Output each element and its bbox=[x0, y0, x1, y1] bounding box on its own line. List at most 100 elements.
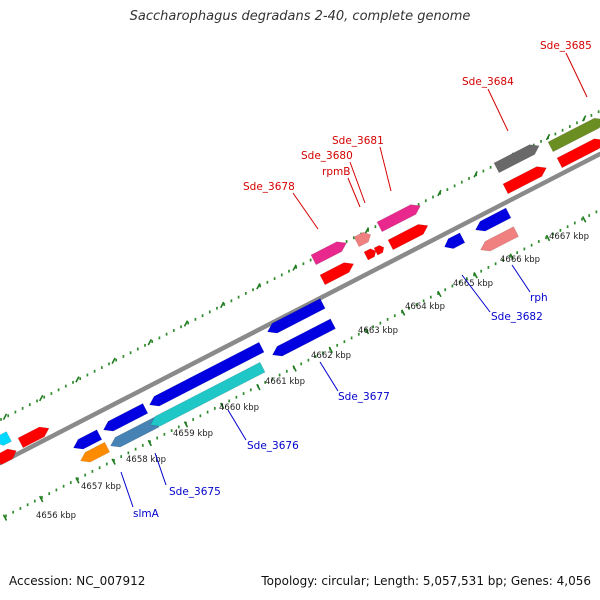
major-tick bbox=[75, 376, 80, 383]
major-tick bbox=[509, 253, 515, 260]
tick-label: 4658 kbp bbox=[126, 455, 166, 465]
tick-label: 4666 kbp bbox=[500, 255, 540, 265]
major-tick bbox=[111, 458, 116, 465]
tick-label: 4659 kbp bbox=[173, 429, 213, 439]
major-tick bbox=[256, 283, 261, 290]
major-tick bbox=[183, 320, 189, 327]
gene-arrow-sde_3680[interactable] bbox=[556, 135, 600, 169]
gene-arrow-sde_3680[interactable] bbox=[373, 244, 386, 256]
label-leader-line bbox=[120, 471, 134, 508]
tick-label: 4663 kbp bbox=[358, 326, 398, 336]
gene-label-slma: slmA bbox=[133, 508, 160, 520]
gene-label-sde_3676: Sde_3676 bbox=[247, 440, 299, 452]
gene-arrow-sde_3677[interactable] bbox=[265, 298, 326, 337]
gene-arrow-sde_3676[interactable] bbox=[0, 431, 12, 448]
label-leader-line bbox=[349, 161, 366, 204]
gene-arrow-sde_3675[interactable] bbox=[108, 416, 160, 451]
major-tick bbox=[328, 346, 334, 354]
gene-features[interactable] bbox=[0, 115, 600, 466]
label-leader-line bbox=[227, 409, 247, 441]
major-tick bbox=[219, 402, 225, 409]
major-tick bbox=[581, 216, 587, 223]
gene-arrow-sde_3680[interactable] bbox=[17, 423, 51, 449]
label-leader-line bbox=[379, 146, 392, 192]
gene-arrow-sde_3676[interactable] bbox=[148, 361, 266, 429]
gene-arrow-sde_3678[interactable] bbox=[310, 238, 349, 266]
gene-label-sde_3685: Sde_3685 bbox=[540, 40, 592, 52]
major-tick bbox=[437, 189, 442, 197]
major-tick bbox=[473, 171, 478, 178]
major-tick bbox=[364, 227, 370, 234]
major-tick bbox=[256, 383, 261, 391]
label-leader-line bbox=[292, 192, 319, 230]
tick-label: 4667 kbp bbox=[549, 232, 589, 242]
major-tick bbox=[292, 365, 297, 372]
major-tick bbox=[473, 272, 478, 279]
major-tick bbox=[219, 301, 225, 309]
gene-arrow-sde_3684[interactable] bbox=[493, 141, 542, 174]
major-tick bbox=[437, 290, 442, 298]
gene-label-sde_3680: Sde_3680 bbox=[301, 150, 353, 162]
major-tick bbox=[147, 338, 153, 346]
label-leader-line bbox=[487, 88, 509, 132]
gene-labels: slmA Sde_3675 Sde_3676 Sde_3677 Sde_3678 rpmB… bbox=[120, 40, 592, 520]
gene-arrow-sde_3677[interactable] bbox=[270, 318, 336, 360]
label-leader-line bbox=[461, 274, 491, 313]
label-leader-line bbox=[565, 52, 588, 98]
gene-arrow-slma[interactable] bbox=[78, 441, 111, 466]
gene-arrow-sde_3680[interactable] bbox=[319, 259, 356, 286]
gene-arrow-sde_3680[interactable] bbox=[363, 247, 378, 261]
gene-arrow-sde_3685[interactable] bbox=[547, 115, 600, 153]
genome-backbone bbox=[0, 151, 600, 466]
gene-arrow-sde_3680[interactable] bbox=[387, 221, 430, 251]
major-tick bbox=[581, 115, 587, 122]
tick-label: 4656 kbp bbox=[36, 511, 76, 521]
gene-arrow-sde_3682[interactable] bbox=[442, 232, 466, 252]
tick-label: 4662 kbp bbox=[311, 351, 351, 361]
major-tick bbox=[2, 514, 8, 521]
gene-label-rph: rph bbox=[530, 292, 548, 304]
major-tick bbox=[75, 477, 80, 484]
tick-label: 4661 kbp bbox=[265, 377, 305, 387]
tick-label: 4665 kbp bbox=[453, 279, 493, 289]
gene-arrow-sde_3682[interactable] bbox=[473, 207, 512, 235]
major-tick bbox=[111, 357, 116, 365]
major-tick bbox=[183, 421, 189, 428]
label-leader-line bbox=[347, 177, 361, 208]
major-tick bbox=[545, 234, 551, 242]
gene-arrow-sde_3681[interactable] bbox=[376, 201, 423, 233]
label-leader-line bbox=[319, 361, 339, 392]
gene-arrow-sde_3677[interactable] bbox=[71, 429, 103, 453]
gene-label-sde_3684: Sde_3684 bbox=[462, 76, 514, 88]
gene-label-sde_3682: Sde_3682 bbox=[491, 311, 543, 323]
tick-label: 4657 kbp bbox=[81, 482, 121, 492]
gene-label-sde_3678: Sde_3678 bbox=[243, 181, 295, 193]
gene-label-rpmb: rpmB bbox=[322, 166, 350, 178]
tick-labels: 4656 kbp 4657 kbp 4658 kbp 4659 kbp 4660 kbp… bbox=[36, 232, 589, 521]
genome-title: Saccharophagus degradans 2-40, complete … bbox=[129, 9, 471, 24]
major-tick bbox=[292, 264, 297, 271]
label-leader-line bbox=[154, 452, 167, 486]
major-tick bbox=[545, 133, 551, 141]
gene-arrow-sde_3677[interactable] bbox=[147, 341, 265, 409]
gene-label-sde_3677: Sde_3677 bbox=[338, 391, 390, 403]
gene-arrow-sde_3680[interactable] bbox=[0, 446, 19, 466]
major-tick bbox=[38, 495, 44, 503]
major-tick bbox=[400, 309, 406, 316]
genome-summary: Topology: circular; Length: 5,057,531 bp… bbox=[261, 574, 591, 588]
major-ticks-inner bbox=[2, 216, 587, 521]
gene-arrow-rpmb[interactable] bbox=[353, 230, 373, 248]
major-tick bbox=[38, 394, 44, 402]
major-tick bbox=[2, 413, 8, 420]
tick-label: 4660 kbp bbox=[219, 403, 259, 413]
gene-label-sde_3675: Sde_3675 bbox=[169, 486, 221, 498]
gene-arrow-sde_3677[interactable] bbox=[101, 403, 149, 434]
label-leader-line bbox=[511, 264, 531, 293]
major-tick bbox=[147, 439, 153, 447]
gene-arrow-rph[interactable] bbox=[478, 226, 520, 255]
accession-label: Accession: NC_007912 bbox=[9, 574, 146, 588]
gene-arrow-sde_3680[interactable] bbox=[502, 163, 549, 195]
gene-label-sde_3681: Sde_3681 bbox=[332, 135, 384, 147]
major-tick bbox=[364, 327, 370, 335]
